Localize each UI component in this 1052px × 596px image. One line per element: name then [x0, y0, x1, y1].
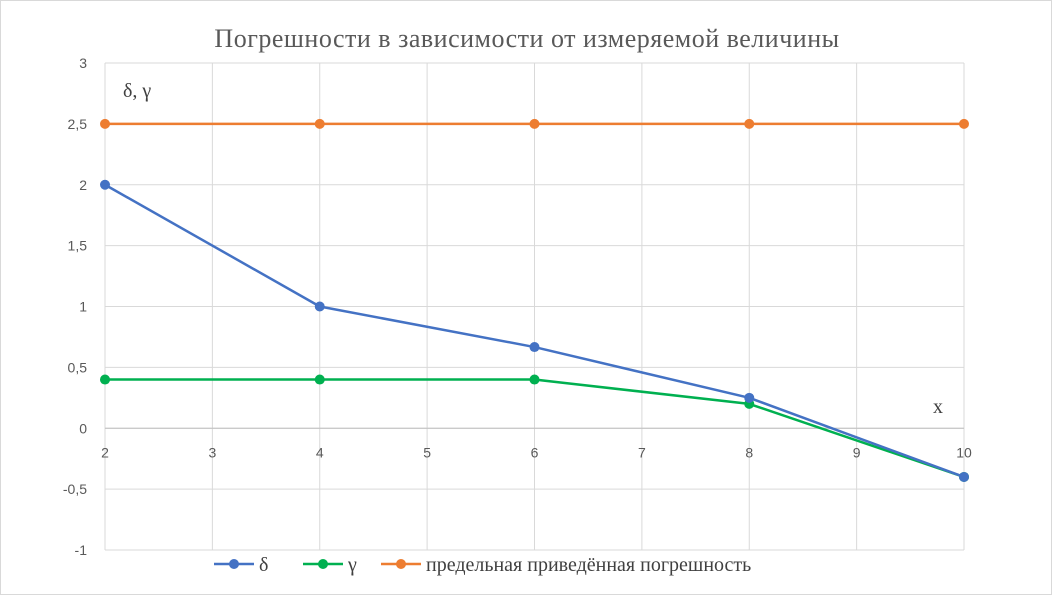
y-tick-label: 2,5: [68, 116, 88, 132]
data-point: [314, 374, 325, 385]
series-2: [100, 118, 969, 129]
data-point: [529, 342, 540, 353]
data-point: [959, 118, 969, 129]
y-tick-label: 0: [79, 420, 87, 436]
x-tick-label: 6: [531, 444, 539, 460]
y-tick-label: 0,5: [68, 359, 88, 375]
data-point: [100, 118, 110, 129]
legend-item: γ: [303, 554, 357, 576]
y-tick-label: 2: [79, 177, 87, 193]
x-axis-label: x: [933, 396, 943, 418]
x-tick-label: 4: [316, 444, 324, 460]
chart-title: Погрешности в зависимости от измеряемой …: [214, 24, 839, 53]
legend-swatch-marker: [396, 559, 406, 569]
data-point: [529, 118, 540, 129]
legend-item: предельная приведённая погрешность: [381, 554, 751, 576]
data-point: [314, 301, 325, 312]
y-axis-ticks: -1 -0,5 0 0,5 1 1,5 2 2,5 3: [63, 55, 87, 558]
y-tick-label: -0,5: [63, 481, 87, 497]
y-axis-label: δ, γ: [123, 80, 151, 102]
x-tick-label: 9: [853, 444, 861, 460]
gridlines: [104, 62, 965, 551]
data-point: [744, 392, 755, 403]
x-tick-label: 10: [956, 444, 972, 460]
series-0: [100, 179, 969, 482]
y-tick-label: 3: [79, 55, 87, 71]
legend-swatch-marker: [318, 559, 328, 569]
legend-label: δ: [259, 554, 268, 576]
x-tick-label: 8: [745, 444, 753, 460]
x-tick-label: 7: [638, 444, 646, 460]
y-tick-label: -1: [75, 542, 88, 558]
x-axis-ticks: 2 3 4 5 6 7 8 9 10: [101, 444, 972, 460]
legend-swatch-marker: [229, 559, 239, 569]
data-point: [529, 374, 540, 385]
x-tick-label: 2: [101, 444, 109, 460]
y-tick-label: 1,5: [68, 238, 88, 254]
series-lines: [100, 118, 969, 482]
legend-label: γ: [347, 554, 357, 576]
x-tick-label: 3: [208, 444, 216, 460]
data-point: [959, 471, 969, 482]
legend: δ γ предельная приведённая погрешность: [214, 554, 751, 576]
data-point: [744, 118, 755, 129]
data-point: [314, 118, 325, 129]
x-tick-label: 5: [423, 444, 431, 460]
data-point: [100, 179, 110, 190]
legend-label: предельная приведённая погрешность: [426, 554, 751, 576]
data-point: [100, 374, 110, 385]
legend-item: δ: [214, 554, 268, 576]
y-tick-label: 1: [79, 299, 87, 315]
